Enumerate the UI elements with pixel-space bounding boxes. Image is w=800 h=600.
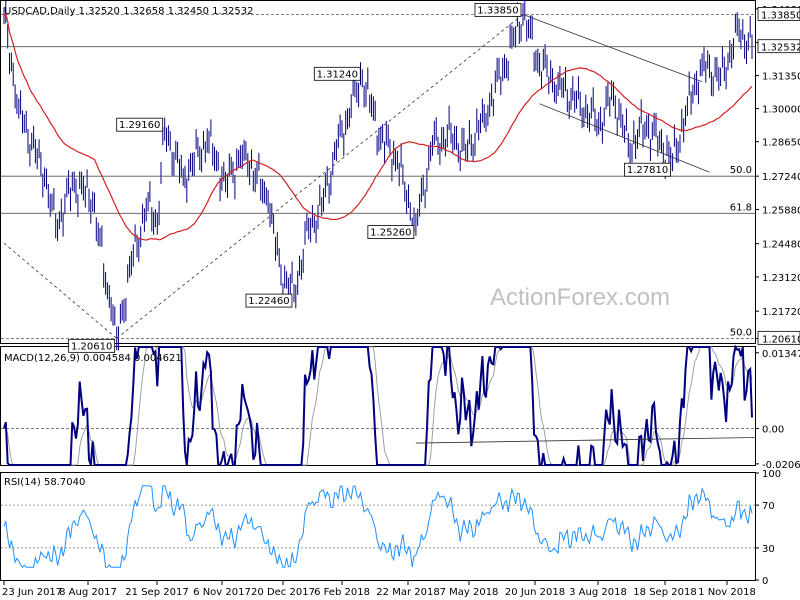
- watermark: ActionForex.com: [490, 284, 670, 311]
- rsi-panel-frame: [0, 472, 756, 581]
- price-tick-box: [757, 330, 800, 345]
- channel-lower-line: [539, 103, 710, 173]
- date-label: 20 Jun 2018: [505, 587, 565, 598]
- pivot-label-box: [624, 162, 671, 177]
- date-label: 23 Jun 2017: [2, 587, 62, 598]
- pivot-label-text: 1.29160: [119, 120, 160, 131]
- macd-trendline: [415, 437, 756, 444]
- moving-average-line: [3, 12, 753, 241]
- price-panel: 50.0 61.8 50.0 1.20610 1.29160 1.22460 1.31240…: [1, 0, 800, 353]
- pivot-label-box: [68, 338, 116, 353]
- date-label: 20 Dec 2017: [251, 587, 315, 598]
- pivot-label-box: [245, 293, 293, 308]
- date-label: 3 Aug 2018: [569, 587, 627, 598]
- macd-signal-line: [3, 346, 753, 466]
- price-panel-frame: [0, 0, 756, 344]
- date-label: 8 Aug 2017: [59, 587, 117, 598]
- level-label: 61.8: [730, 202, 752, 213]
- macd-panel-title: MACD(12,26,9) 0.004584 0.004621: [4, 353, 182, 364]
- price-tag-label: 1.32532: [761, 43, 800, 54]
- price-tick-label: 1.25880: [762, 205, 800, 216]
- price-panel-title: USDCAD,Daily 1.32520 1.32658 1.32450 1.3…: [4, 6, 254, 17]
- date-label: 7 May 2018: [440, 587, 499, 598]
- pivot-label-box: [474, 3, 522, 17]
- rsi-line: [3, 485, 753, 568]
- pivot-label-box: [116, 117, 164, 132]
- price-tick-label: 1.20610: [762, 334, 800, 345]
- rsi-tick-label: 70: [762, 501, 775, 512]
- price-tick-label: 1.24480: [762, 240, 800, 251]
- price-tag-label: 1.33850: [761, 10, 800, 21]
- date-label: 6 Feb 2018: [314, 587, 370, 598]
- pivot-label: 1.29160: [116, 117, 164, 132]
- date-label: 18 Sep 2018: [633, 587, 696, 598]
- level-label: 50.0: [730, 165, 752, 176]
- price-tag-box: [757, 7, 800, 21]
- rsi-tick-label: 100: [762, 469, 781, 480]
- date-label: 1 Nov 2018: [698, 587, 756, 598]
- price-tick-label: 1.31350: [762, 72, 800, 83]
- pivot-label-text: 1.27810: [627, 165, 668, 176]
- pivot-label: 1.31240: [313, 66, 361, 81]
- pivot-label-box: [367, 225, 415, 239]
- pivot-label: 1.27810: [624, 162, 671, 177]
- pivot-label: 1.22460: [245, 293, 293, 308]
- channel-upper-line: [522, 14, 703, 83]
- pivot-label-text: 1.20610: [71, 341, 112, 352]
- price-tick-label: 1.21720: [762, 307, 800, 318]
- macd-tick-label: 0.00: [762, 424, 784, 435]
- rsi-tick-label: 0: [762, 576, 768, 587]
- price-tick-label: 1.30000: [762, 105, 800, 116]
- pivot-label: 1.20610: [68, 338, 116, 353]
- date-label: 22 Mar 2018: [376, 587, 439, 598]
- rsi-panel-title: RSI(14) 58.7040: [4, 477, 85, 488]
- macd-panel: 0.013475 0.00 -0.020652: [1, 344, 800, 471]
- pivot-label: 1.33850: [474, 3, 522, 17]
- pivot-label-text: 1.25260: [370, 228, 411, 239]
- macd-tick-label: 0.013475: [762, 349, 800, 360]
- pivot-label-text: 1.33850: [477, 5, 518, 16]
- pivot-label-text: 1.31240: [317, 69, 358, 80]
- rsi-tick-label: 30: [762, 544, 775, 555]
- rsi-panel: 100 70 30 0: [1, 469, 781, 587]
- trendline-dashed-up: [116, 14, 524, 339]
- macd-line: [3, 344, 753, 467]
- pivot-label-text: 1.22460: [248, 296, 289, 307]
- pivot-label-box: [313, 66, 361, 81]
- date-label: 6 Nov 2017: [193, 587, 251, 598]
- price-tick-label: 1.23120: [762, 273, 800, 284]
- price-tick-label: 1.28650: [762, 138, 800, 149]
- price-tick-label: 1.27240: [762, 172, 800, 183]
- trendline-dashed-left: [3, 242, 117, 339]
- level-label: 50.0: [730, 327, 752, 338]
- price-tag-box: [757, 39, 800, 54]
- date-label: 21 Sep 2017: [125, 587, 188, 598]
- pivot-label: 1.25260: [367, 225, 415, 239]
- macd-tick-label: -0.020652: [762, 460, 800, 471]
